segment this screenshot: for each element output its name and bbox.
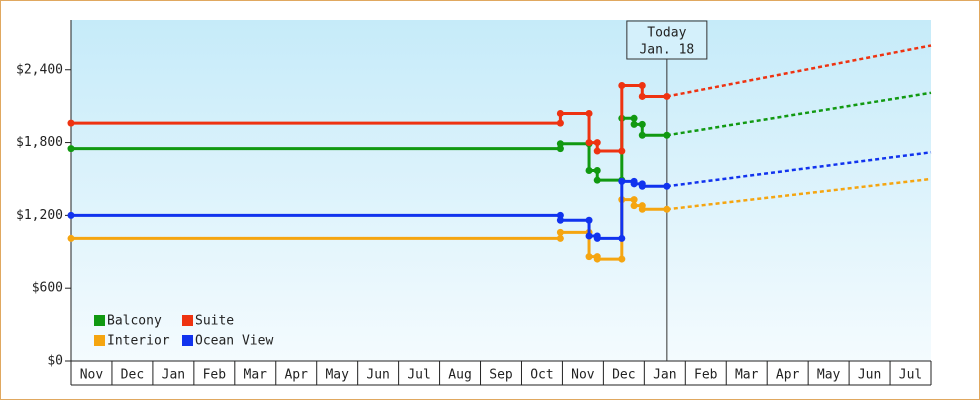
point (638, 120, 646, 128)
point (67, 234, 75, 242)
point (630, 120, 638, 128)
x-tick-label: Oct (530, 368, 553, 383)
x-tick-label: Apr (776, 368, 800, 383)
legend-label: Interior (107, 334, 170, 349)
point (663, 182, 671, 190)
y-tick-label: $600 (32, 281, 63, 296)
point (556, 234, 564, 242)
today-label: Jan. 18 (639, 43, 694, 58)
point (638, 131, 646, 139)
x-tick-label: Dec (121, 368, 144, 383)
point (556, 216, 564, 224)
x-tick-label: May (817, 368, 841, 383)
point (556, 228, 564, 236)
point (556, 119, 564, 127)
legend-label: Suite (195, 314, 234, 329)
point (618, 147, 626, 155)
point (593, 176, 601, 184)
y-tick-label: $0 (47, 354, 63, 369)
point (556, 211, 564, 219)
legend-swatch (182, 315, 193, 326)
x-tick-label: Aug (448, 368, 471, 383)
point (593, 234, 601, 242)
point (630, 202, 638, 210)
legend-swatch (94, 315, 105, 326)
x-tick-label: Jan (162, 368, 185, 383)
point (663, 92, 671, 100)
point (67, 145, 75, 153)
x-tick-label: Mar (735, 368, 759, 383)
x-tick-label: Jan (653, 368, 676, 383)
x-tick-label: Feb (203, 368, 227, 383)
y-tick-label: $2,400 (16, 62, 63, 77)
legend-label: Ocean View (195, 334, 273, 349)
legend-swatch (182, 335, 193, 346)
today-label: Today (647, 26, 686, 41)
point (585, 139, 593, 147)
point (630, 180, 638, 188)
point (585, 232, 593, 240)
forecast-line (666, 177, 932, 211)
point (630, 114, 638, 122)
point (638, 205, 646, 213)
point (556, 109, 564, 117)
point (618, 82, 626, 90)
point (67, 119, 75, 127)
point (556, 145, 564, 153)
point (638, 82, 646, 90)
forecast-line (666, 91, 932, 137)
point (638, 92, 646, 100)
x-tick-label: Jul (899, 368, 922, 383)
point (593, 166, 601, 174)
point (618, 234, 626, 242)
point (593, 139, 601, 147)
today-box (626, 20, 708, 60)
point (585, 109, 593, 117)
x-tick-label: Nov (80, 368, 104, 383)
x-tick-label: Nov (571, 368, 595, 383)
point (593, 255, 601, 263)
forecast-line (666, 151, 932, 188)
x-tick-label: Mar (244, 368, 268, 383)
x-tick-label: Jul (407, 368, 430, 383)
legend-swatch (94, 335, 105, 346)
point (638, 182, 646, 190)
point (556, 140, 564, 148)
forecast-line (666, 44, 932, 98)
y-tick-label: $1,800 (16, 135, 63, 150)
point (630, 196, 638, 204)
point (67, 211, 75, 219)
x-tick-label: Jun (858, 368, 881, 383)
point (585, 166, 593, 174)
x-tick-label: Apr (284, 368, 308, 383)
point (618, 255, 626, 263)
point (593, 147, 601, 155)
point (663, 205, 671, 213)
x-tick-label: Jun (366, 368, 389, 383)
point (585, 253, 593, 261)
x-tick-label: Sep (489, 368, 513, 383)
point (663, 131, 671, 139)
y-tick-label: $1,200 (16, 208, 63, 223)
plot-background (71, 20, 931, 361)
point (618, 177, 626, 185)
legend-label: Balcony (107, 314, 162, 329)
point (585, 216, 593, 224)
x-tick-label: Feb (694, 368, 718, 383)
x-tick-label: May (325, 368, 349, 383)
x-tick-label: Dec (612, 368, 635, 383)
